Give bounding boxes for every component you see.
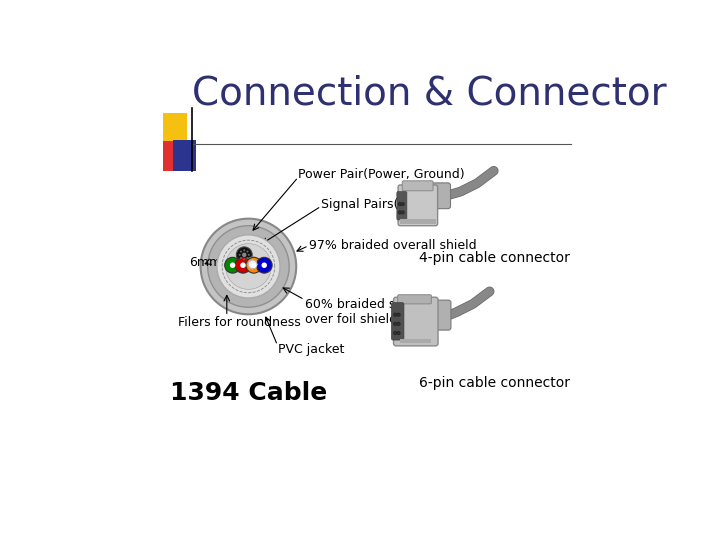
Circle shape <box>201 219 296 314</box>
Bar <box>400 219 436 224</box>
Circle shape <box>240 262 246 268</box>
Circle shape <box>243 258 246 260</box>
Circle shape <box>397 313 400 316</box>
Circle shape <box>394 313 397 316</box>
Circle shape <box>225 244 271 289</box>
Bar <box>163 141 182 171</box>
FancyBboxPatch shape <box>402 181 433 191</box>
Circle shape <box>240 251 242 253</box>
Text: PVC jacket: PVC jacket <box>277 343 344 356</box>
Circle shape <box>248 267 251 268</box>
Bar <box>173 140 196 171</box>
Text: Filers for roundness: Filers for roundness <box>178 316 300 329</box>
Circle shape <box>401 202 405 206</box>
Circle shape <box>246 257 260 272</box>
FancyBboxPatch shape <box>392 302 404 340</box>
Circle shape <box>394 332 397 335</box>
Circle shape <box>240 257 242 259</box>
Circle shape <box>248 260 251 262</box>
Circle shape <box>256 258 272 273</box>
Circle shape <box>246 258 262 273</box>
Circle shape <box>398 211 402 214</box>
Circle shape <box>247 264 249 265</box>
Text: 60% braided shield
over foil shield: 60% braided shield over foil shield <box>305 298 426 326</box>
Circle shape <box>397 322 400 326</box>
Text: 6mm: 6mm <box>189 256 222 269</box>
Circle shape <box>394 322 397 326</box>
Circle shape <box>251 262 256 268</box>
Text: 4-pin cable connector: 4-pin cable connector <box>419 251 570 265</box>
FancyBboxPatch shape <box>431 183 451 208</box>
Circle shape <box>243 249 246 251</box>
Circle shape <box>238 254 240 256</box>
Circle shape <box>251 268 253 269</box>
Bar <box>163 113 187 144</box>
Circle shape <box>217 235 280 298</box>
Circle shape <box>236 247 252 263</box>
Circle shape <box>248 254 250 256</box>
FancyBboxPatch shape <box>398 185 438 226</box>
Circle shape <box>246 257 248 259</box>
Circle shape <box>251 259 253 261</box>
FancyBboxPatch shape <box>397 192 407 220</box>
Circle shape <box>242 253 246 257</box>
Text: 97% braided overall shield: 97% braided overall shield <box>309 239 477 252</box>
Text: Connection & Connector: Connection & Connector <box>192 75 667 113</box>
FancyBboxPatch shape <box>397 295 431 304</box>
Circle shape <box>401 211 405 214</box>
Text: 6-pin cable connector: 6-pin cable connector <box>419 376 570 390</box>
Circle shape <box>398 202 402 206</box>
FancyBboxPatch shape <box>400 339 431 343</box>
FancyBboxPatch shape <box>430 300 451 330</box>
Circle shape <box>255 267 256 268</box>
Text: Power Pair(Power, Ground): Power Pair(Power, Ground) <box>298 168 465 181</box>
Circle shape <box>397 332 400 335</box>
Circle shape <box>207 226 289 307</box>
Text: Signal Pairs(2X): Signal Pairs(2X) <box>321 198 420 211</box>
FancyBboxPatch shape <box>394 297 438 346</box>
Circle shape <box>225 258 240 273</box>
Circle shape <box>246 251 248 253</box>
Circle shape <box>248 260 257 269</box>
Circle shape <box>235 258 251 273</box>
Text: 1394 Cable: 1394 Cable <box>170 381 327 406</box>
Circle shape <box>261 262 267 268</box>
Circle shape <box>256 264 258 265</box>
Circle shape <box>230 262 235 268</box>
Circle shape <box>255 260 256 262</box>
